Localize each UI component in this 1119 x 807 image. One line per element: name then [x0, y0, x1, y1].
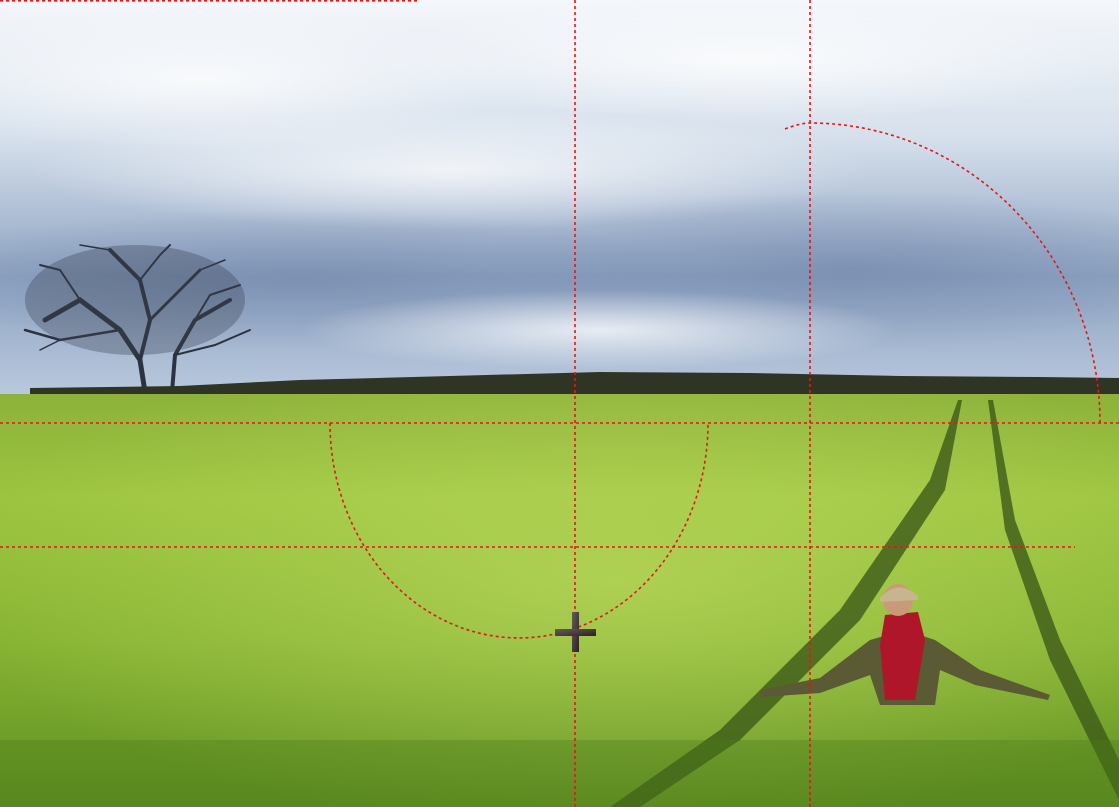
photo-with-composition-guides [0, 0, 1119, 807]
page [0, 0, 1119, 807]
field [0, 394, 1119, 807]
